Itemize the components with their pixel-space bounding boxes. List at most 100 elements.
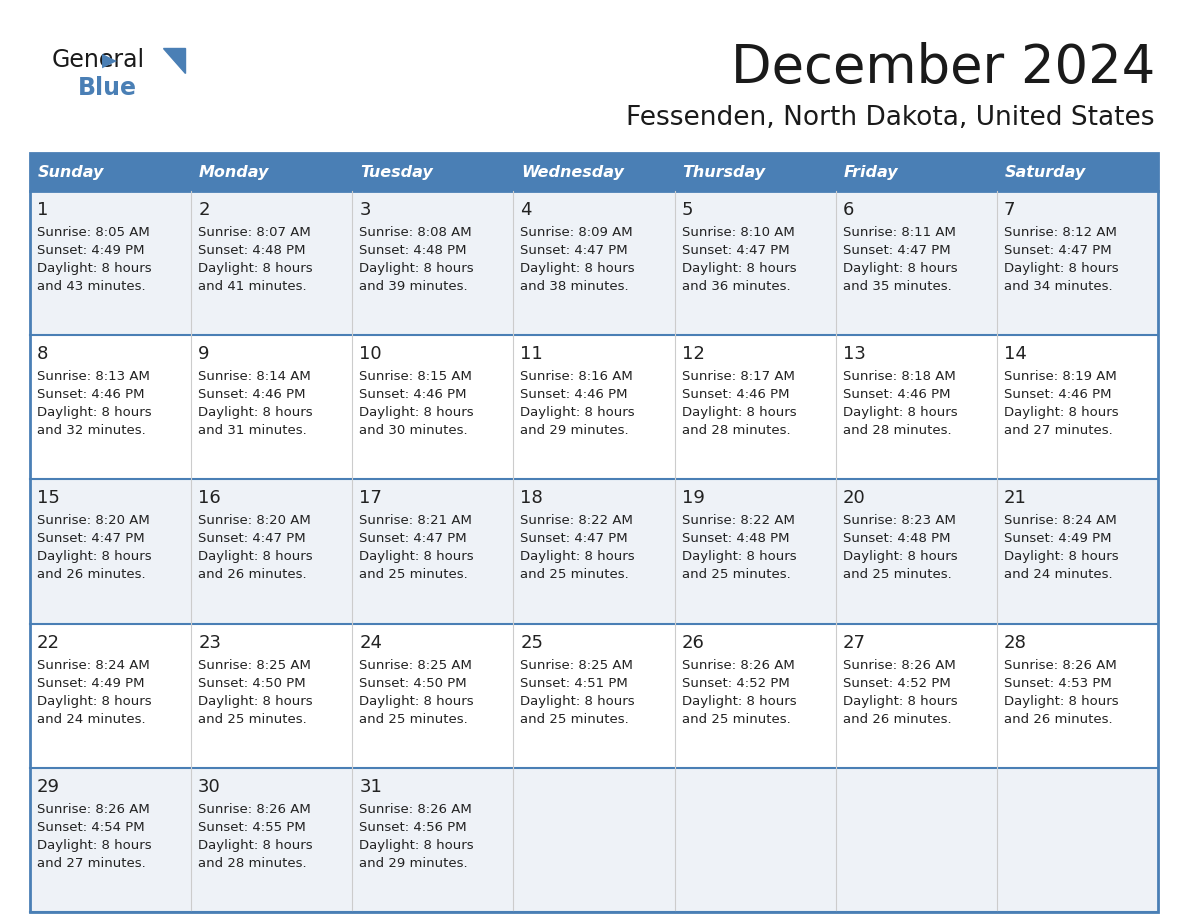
Text: Sunrise: 8:13 AM: Sunrise: 8:13 AM bbox=[37, 370, 150, 383]
Text: 5: 5 bbox=[682, 201, 693, 219]
Bar bbox=[835, 335, 997, 479]
Text: Sunrise: 8:26 AM: Sunrise: 8:26 AM bbox=[682, 658, 795, 672]
Text: and 30 minutes.: and 30 minutes. bbox=[359, 424, 468, 437]
Text: and 25 minutes.: and 25 minutes. bbox=[359, 712, 468, 725]
Bar bbox=[191, 479, 353, 623]
Text: and 25 minutes.: and 25 minutes. bbox=[520, 712, 630, 725]
Text: Daylight: 8 hours: Daylight: 8 hours bbox=[359, 695, 474, 708]
Bar bbox=[835, 153, 997, 191]
Text: 19: 19 bbox=[682, 489, 704, 508]
Text: Sunset: 4:50 PM: Sunset: 4:50 PM bbox=[359, 677, 467, 689]
Text: Sunrise: 8:09 AM: Sunrise: 8:09 AM bbox=[520, 226, 633, 239]
Bar bbox=[997, 335, 1158, 479]
Bar bbox=[997, 767, 1158, 912]
Bar bbox=[513, 191, 675, 335]
Text: Daylight: 8 hours: Daylight: 8 hours bbox=[359, 839, 474, 852]
Bar bbox=[191, 623, 353, 767]
Text: Sunset: 4:46 PM: Sunset: 4:46 PM bbox=[520, 388, 628, 401]
Text: 1: 1 bbox=[37, 201, 49, 219]
Bar bbox=[675, 623, 835, 767]
Text: Sunrise: 8:26 AM: Sunrise: 8:26 AM bbox=[359, 803, 472, 816]
Bar bbox=[513, 479, 675, 623]
Text: 12: 12 bbox=[682, 345, 704, 364]
Text: Sunset: 4:48 PM: Sunset: 4:48 PM bbox=[682, 532, 789, 545]
Text: Sunrise: 8:10 AM: Sunrise: 8:10 AM bbox=[682, 226, 795, 239]
Text: 23: 23 bbox=[198, 633, 221, 652]
Bar bbox=[675, 767, 835, 912]
Text: and 31 minutes.: and 31 minutes. bbox=[198, 424, 307, 437]
Bar bbox=[835, 623, 997, 767]
Text: 18: 18 bbox=[520, 489, 543, 508]
Text: Sunrise: 8:24 AM: Sunrise: 8:24 AM bbox=[1004, 514, 1117, 528]
Text: Sunset: 4:47 PM: Sunset: 4:47 PM bbox=[359, 532, 467, 545]
Bar bbox=[513, 767, 675, 912]
Text: 14: 14 bbox=[1004, 345, 1026, 364]
Text: Daylight: 8 hours: Daylight: 8 hours bbox=[682, 262, 796, 275]
Bar bbox=[997, 623, 1158, 767]
Text: and 24 minutes.: and 24 minutes. bbox=[37, 712, 146, 725]
Text: Sunset: 4:49 PM: Sunset: 4:49 PM bbox=[37, 244, 145, 257]
Bar bbox=[675, 191, 835, 335]
Text: Sunrise: 8:23 AM: Sunrise: 8:23 AM bbox=[842, 514, 955, 528]
Text: Daylight: 8 hours: Daylight: 8 hours bbox=[520, 695, 636, 708]
Text: Sunset: 4:47 PM: Sunset: 4:47 PM bbox=[842, 244, 950, 257]
Text: and 34 minutes.: and 34 minutes. bbox=[1004, 280, 1112, 293]
Text: Sunrise: 8:17 AM: Sunrise: 8:17 AM bbox=[682, 370, 795, 383]
Text: 11: 11 bbox=[520, 345, 543, 364]
Text: Daylight: 8 hours: Daylight: 8 hours bbox=[842, 551, 958, 564]
Bar bbox=[30, 153, 1158, 912]
Text: Daylight: 8 hours: Daylight: 8 hours bbox=[682, 695, 796, 708]
Text: Sunset: 4:46 PM: Sunset: 4:46 PM bbox=[1004, 388, 1111, 401]
Bar bbox=[30, 767, 191, 912]
Text: Daylight: 8 hours: Daylight: 8 hours bbox=[682, 406, 796, 420]
Text: Sunset: 4:52 PM: Sunset: 4:52 PM bbox=[682, 677, 789, 689]
Bar bbox=[513, 335, 675, 479]
Text: Daylight: 8 hours: Daylight: 8 hours bbox=[520, 406, 636, 420]
Text: and 29 minutes.: and 29 minutes. bbox=[520, 424, 630, 437]
Text: Sunrise: 8:08 AM: Sunrise: 8:08 AM bbox=[359, 226, 472, 239]
Text: 31: 31 bbox=[359, 778, 383, 796]
Text: Sunset: 4:46 PM: Sunset: 4:46 PM bbox=[37, 388, 145, 401]
Text: Daylight: 8 hours: Daylight: 8 hours bbox=[359, 551, 474, 564]
Text: Sunset: 4:51 PM: Sunset: 4:51 PM bbox=[520, 677, 628, 689]
Text: 28: 28 bbox=[1004, 633, 1026, 652]
Text: and 25 minutes.: and 25 minutes. bbox=[359, 568, 468, 581]
Text: Sunset: 4:48 PM: Sunset: 4:48 PM bbox=[198, 244, 305, 257]
Text: and 41 minutes.: and 41 minutes. bbox=[198, 280, 307, 293]
Text: Saturday: Saturday bbox=[1005, 164, 1086, 180]
Bar bbox=[353, 623, 513, 767]
Text: Daylight: 8 hours: Daylight: 8 hours bbox=[842, 262, 958, 275]
Text: Sunset: 4:47 PM: Sunset: 4:47 PM bbox=[520, 532, 628, 545]
Text: Sunrise: 8:24 AM: Sunrise: 8:24 AM bbox=[37, 658, 150, 672]
Polygon shape bbox=[163, 48, 185, 73]
Text: Daylight: 8 hours: Daylight: 8 hours bbox=[1004, 695, 1118, 708]
Text: Daylight: 8 hours: Daylight: 8 hours bbox=[842, 406, 958, 420]
Text: 15: 15 bbox=[37, 489, 59, 508]
Bar bbox=[353, 767, 513, 912]
Text: and 27 minutes.: and 27 minutes. bbox=[1004, 424, 1113, 437]
Text: and 26 minutes.: and 26 minutes. bbox=[37, 568, 146, 581]
Text: Sunrise: 8:12 AM: Sunrise: 8:12 AM bbox=[1004, 226, 1117, 239]
Text: Blue: Blue bbox=[78, 76, 137, 100]
Text: and 25 minutes.: and 25 minutes. bbox=[198, 712, 307, 725]
Text: Daylight: 8 hours: Daylight: 8 hours bbox=[198, 695, 312, 708]
Text: Sunrise: 8:20 AM: Sunrise: 8:20 AM bbox=[37, 514, 150, 528]
Text: Sunrise: 8:26 AM: Sunrise: 8:26 AM bbox=[37, 803, 150, 816]
Text: and 25 minutes.: and 25 minutes. bbox=[682, 712, 790, 725]
Text: Sunrise: 8:22 AM: Sunrise: 8:22 AM bbox=[520, 514, 633, 528]
Text: and 36 minutes.: and 36 minutes. bbox=[682, 280, 790, 293]
Text: Sunset: 4:56 PM: Sunset: 4:56 PM bbox=[359, 821, 467, 834]
Text: and 26 minutes.: and 26 minutes. bbox=[198, 568, 307, 581]
Text: Sunset: 4:47 PM: Sunset: 4:47 PM bbox=[37, 532, 145, 545]
Text: and 25 minutes.: and 25 minutes. bbox=[682, 568, 790, 581]
Text: Sunrise: 8:15 AM: Sunrise: 8:15 AM bbox=[359, 370, 472, 383]
Text: Wednesday: Wednesday bbox=[522, 164, 625, 180]
Bar bbox=[835, 767, 997, 912]
Text: Sunrise: 8:19 AM: Sunrise: 8:19 AM bbox=[1004, 370, 1117, 383]
Text: Sunset: 4:46 PM: Sunset: 4:46 PM bbox=[359, 388, 467, 401]
Text: Sunset: 4:53 PM: Sunset: 4:53 PM bbox=[1004, 677, 1112, 689]
Bar bbox=[191, 767, 353, 912]
Bar bbox=[997, 479, 1158, 623]
Bar bbox=[513, 623, 675, 767]
Text: Daylight: 8 hours: Daylight: 8 hours bbox=[359, 262, 474, 275]
